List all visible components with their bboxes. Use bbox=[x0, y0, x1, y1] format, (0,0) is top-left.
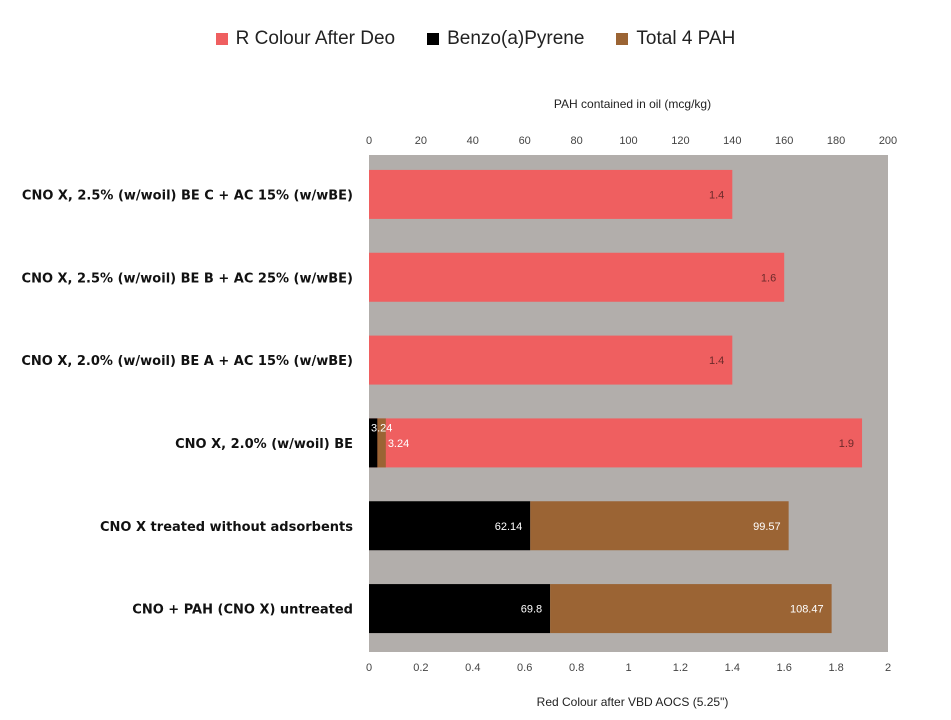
top-axis-tick-label: 40 bbox=[467, 135, 479, 147]
top-axis-tick-label: 120 bbox=[671, 135, 689, 147]
bar-total-4-pah bbox=[550, 584, 832, 634]
data-label-total-pah: 3.24 bbox=[388, 438, 409, 450]
data-label-r-colour: 1.9 bbox=[839, 438, 854, 450]
legend-item-r-colour: R Colour After Deo bbox=[215, 28, 396, 50]
bar-r-colour bbox=[369, 252, 785, 302]
top-axis-tick-label: 160 bbox=[775, 135, 793, 147]
bottom-axis-tick-label: 0.6 bbox=[517, 662, 532, 674]
category-label: CNO X treated without adsorbents bbox=[100, 520, 353, 535]
data-label-r-colour: 1.6 bbox=[761, 272, 776, 284]
top-axis-tick-label: 200 bbox=[879, 135, 897, 147]
legend-swatch-r-colour bbox=[215, 33, 228, 45]
top-axis-tick-label: 20 bbox=[415, 135, 427, 147]
category-label: CNO X, 2.0% (w/woil) BE bbox=[175, 437, 353, 452]
top-axis-tick-label: 180 bbox=[827, 135, 845, 147]
category-label: CNO + PAH (CNO X) untreated bbox=[132, 603, 353, 618]
bar-benzo-a-pyrene bbox=[369, 501, 531, 551]
bottom-axis-tick-label: 0.4 bbox=[465, 662, 480, 674]
bottom-axis-tick-label: 0 bbox=[366, 662, 372, 674]
top-axis-title: PAH contained in oil (mcg/kg) bbox=[554, 97, 711, 111]
data-label-benzo: 69.8 bbox=[521, 604, 542, 616]
data-label-r-colour: 1.4 bbox=[709, 355, 724, 367]
bar-total-4-pah bbox=[377, 418, 386, 468]
bottom-axis-tick-label: 0.2 bbox=[413, 662, 428, 674]
top-axis-tick-label: 100 bbox=[619, 135, 637, 147]
top-axis-tick-label: 80 bbox=[570, 135, 582, 147]
bar-total-4-pah bbox=[530, 501, 789, 551]
bottom-axis-tick-label: 1.8 bbox=[828, 662, 843, 674]
bottom-axis-tick-label: 2 bbox=[885, 662, 891, 674]
data-label-benzo: 3.24 bbox=[371, 422, 392, 434]
category-label: CNO X, 2.0% (w/woil) BE A + AC 15% (w/wB… bbox=[21, 354, 353, 369]
top-axis-tick-label: 60 bbox=[519, 135, 531, 147]
legend-label-total-pah: Total 4 PAH bbox=[636, 28, 736, 49]
data-label-r-colour: 1.4 bbox=[709, 189, 724, 201]
bar-benzo-a-pyrene bbox=[369, 418, 378, 468]
bar-r-colour bbox=[369, 335, 733, 385]
category-label: CNO X, 2.5% (w/woil) BE C + AC 15% (w/wB… bbox=[22, 188, 353, 203]
bottom-axis-tick-label: 1.2 bbox=[673, 662, 688, 674]
legend-swatch-benzo bbox=[427, 33, 440, 45]
bar-r-colour bbox=[369, 418, 863, 468]
legend-swatch-total-pah bbox=[616, 33, 629, 45]
bottom-axis-tick-label: 0.8 bbox=[569, 662, 584, 674]
data-label-total-pah: 99.57 bbox=[753, 521, 781, 533]
bottom-axis-tick-label: 1.4 bbox=[725, 662, 740, 674]
data-label-total-pah: 108.47 bbox=[790, 604, 824, 616]
legend-item-total-pah: Total 4 PAH bbox=[616, 28, 735, 50]
bottom-axis-tick-label: 1 bbox=[625, 662, 631, 674]
bar-benzo-a-pyrene bbox=[369, 584, 551, 634]
chart-legend: R Colour After Deo Benzo(a)Pyrene Total … bbox=[0, 28, 951, 50]
bottom-axis-tick-label: 1.6 bbox=[777, 662, 792, 674]
top-axis-tick-label: 140 bbox=[723, 135, 741, 147]
category-label: CNO X, 2.5% (w/woil) BE B + AC 25% (w/wB… bbox=[22, 271, 353, 286]
legend-label-benzo: Benzo(a)Pyrene bbox=[447, 28, 585, 49]
bar-r-colour bbox=[369, 169, 733, 219]
data-label-benzo: 62.14 bbox=[495, 521, 523, 533]
top-axis-tick-label: 0 bbox=[366, 135, 372, 147]
legend-label-r-colour: R Colour After Deo bbox=[235, 28, 396, 49]
bottom-axis-title: Red Colour after VBD AOCS (5.25") bbox=[537, 695, 729, 709]
legend-item-benzo: Benzo(a)Pyrene bbox=[427, 28, 584, 50]
plot-area bbox=[369, 155, 888, 652]
